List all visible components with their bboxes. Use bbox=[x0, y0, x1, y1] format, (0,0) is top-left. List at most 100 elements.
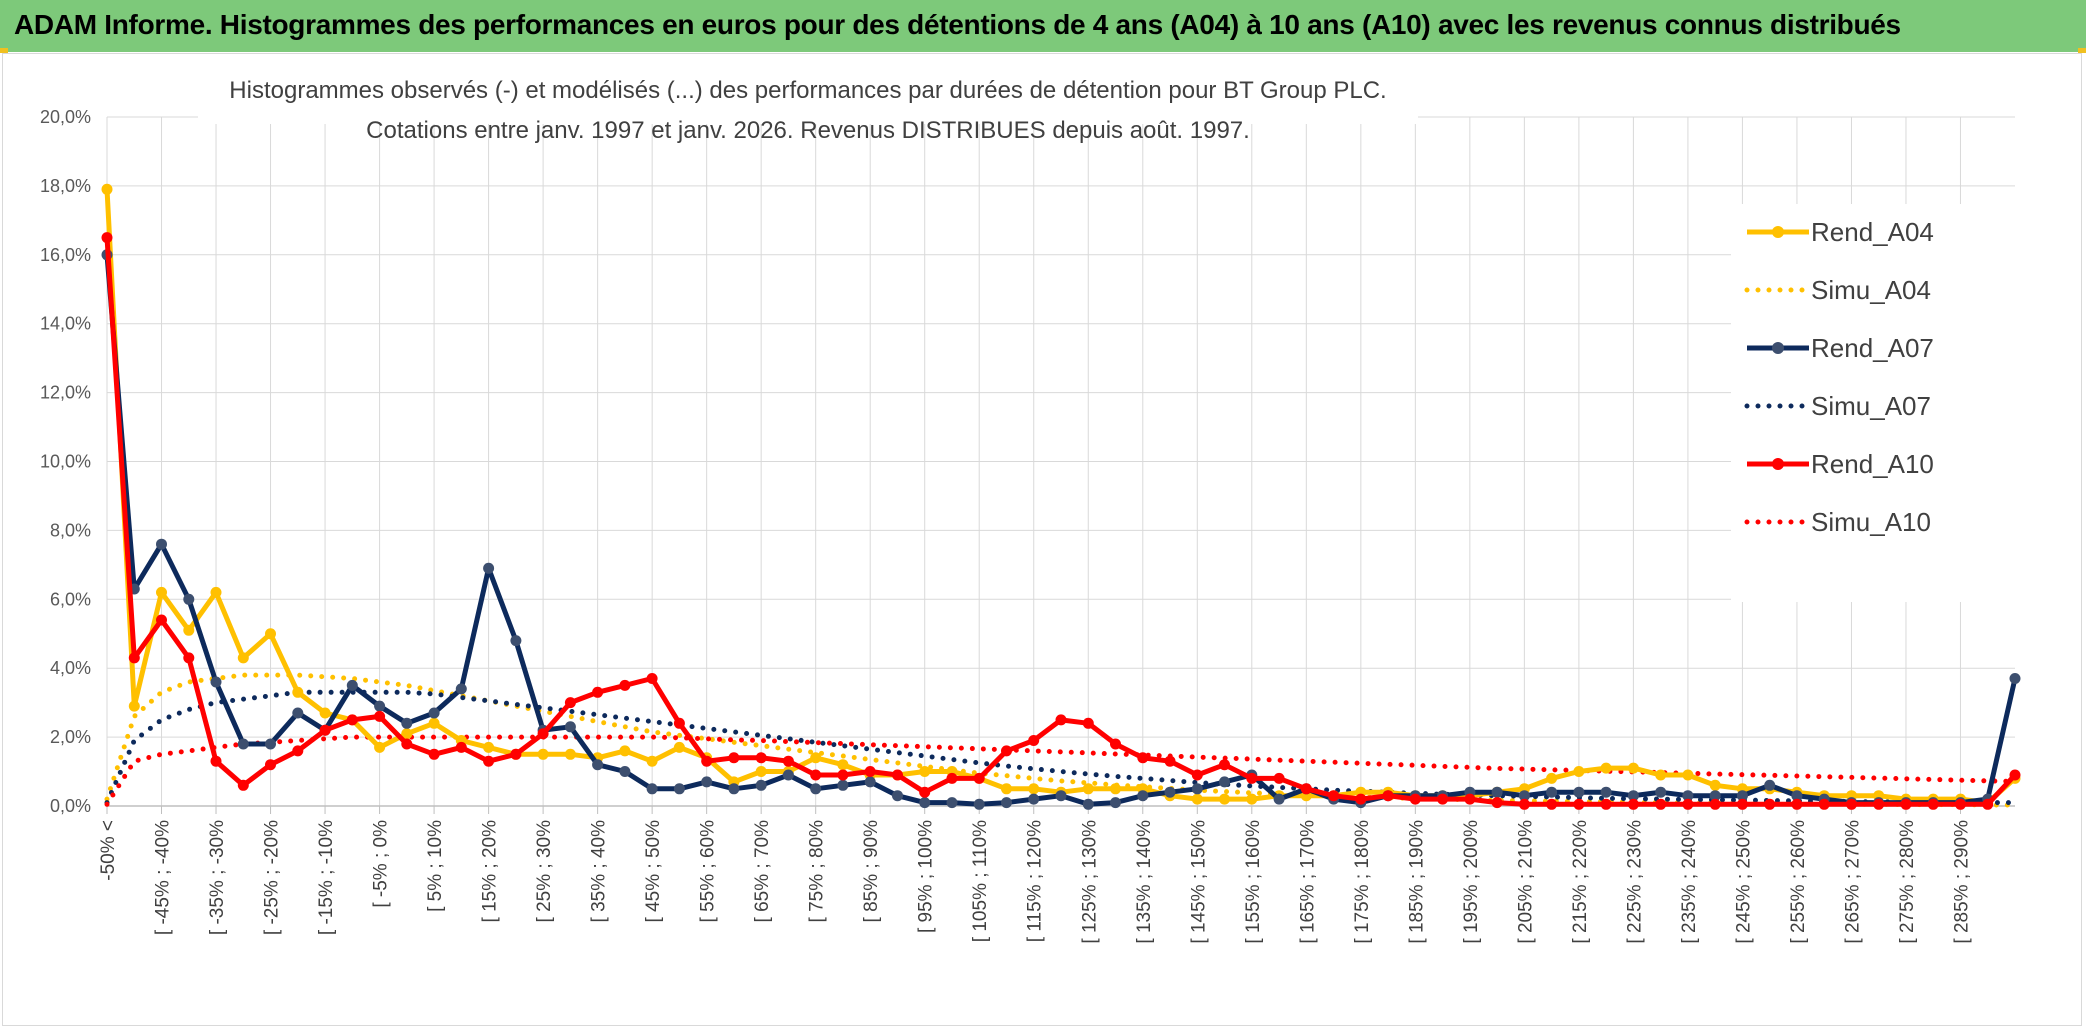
data-point-rend-a10 bbox=[892, 769, 903, 781]
data-point-rend-a07 bbox=[1055, 790, 1067, 802]
y-tick-label: 4,0% bbox=[50, 658, 91, 678]
data-point-rend-a07 bbox=[673, 783, 685, 795]
data-point-rend-a07 bbox=[1001, 797, 1012, 809]
y-tick-label: 2,0% bbox=[50, 727, 91, 747]
grid-lines bbox=[106, 116, 2015, 807]
x-tick-label: [ -5% ; 0% bbox=[371, 820, 392, 908]
data-point-rend-a07 bbox=[374, 700, 386, 712]
data-point-rend-a10 bbox=[455, 741, 467, 753]
y-tick-label: 8,0% bbox=[50, 520, 91, 540]
x-tick-label: -50% < bbox=[98, 820, 119, 881]
y-tick-label: 16,0% bbox=[40, 245, 91, 265]
data-point-rend-a10 bbox=[1873, 798, 1885, 810]
data-point-rend-a10 bbox=[728, 752, 740, 764]
data-point-rend-a10 bbox=[510, 748, 522, 760]
data-point-rend-a10 bbox=[1682, 798, 1694, 810]
data-point-rend-a07 bbox=[782, 769, 794, 781]
x-tick-label: [ 125% ; 130% bbox=[1079, 820, 1100, 944]
data-point-rend-a10 bbox=[1900, 798, 1912, 810]
legend-label-rend-a07: Rend_A07 bbox=[1811, 333, 1934, 363]
data-point-rend-a07 bbox=[973, 798, 985, 810]
data-point-rend-a10 bbox=[237, 779, 249, 791]
x-tick-label: [ 95% ; 100% bbox=[916, 820, 937, 933]
data-point-rend-a04 bbox=[1573, 766, 1585, 777]
legend-marker-rend-a04 bbox=[1772, 226, 1784, 238]
data-point-rend-a07 bbox=[755, 779, 767, 791]
data-point-rend-a10 bbox=[483, 755, 495, 767]
data-point-rend-a04 bbox=[810, 752, 822, 764]
chart-title-line-2: Cotations entre janv. 1997 et janv. 2026… bbox=[366, 117, 1250, 144]
data-point-rend-a04 bbox=[564, 748, 576, 760]
y-tick-label: 6,0% bbox=[50, 589, 91, 609]
data-point-rend-a04 bbox=[673, 741, 685, 753]
data-point-rend-a07 bbox=[1682, 790, 1694, 802]
data-point-rend-a07 bbox=[837, 779, 849, 791]
data-point-rend-a04 bbox=[374, 741, 386, 753]
data-point-rend-a07 bbox=[455, 683, 467, 695]
data-point-rend-a04 bbox=[619, 745, 631, 757]
data-point-rend-a04 bbox=[837, 759, 849, 771]
data-point-rend-a10 bbox=[265, 759, 276, 771]
data-point-rend-a04 bbox=[1001, 783, 1012, 795]
data-point-rend-a04 bbox=[292, 686, 304, 698]
x-axis: -50% < [ -45% ; -40% [ -35% ; -30% [ -25% ;… bbox=[98, 805, 2015, 944]
data-point-rend-a04 bbox=[1709, 779, 1721, 791]
data-point-rend-a07 bbox=[1191, 783, 1203, 795]
data-point-rend-a07 bbox=[701, 776, 713, 788]
data-point-rend-a07 bbox=[401, 717, 413, 729]
data-point-rend-a07 bbox=[619, 766, 631, 777]
data-point-rend-a10 bbox=[1573, 798, 1585, 810]
data-point-rend-a04 bbox=[1627, 762, 1639, 774]
x-tick-label: [ -15% ; -10% bbox=[316, 820, 337, 935]
data-point-rend-a10 bbox=[919, 786, 931, 798]
x-tick-label: [ 205% ; 210% bbox=[1515, 820, 1536, 944]
performance-histogram-chart: 0,0% 2,0% 4,0% 6,0% 8,0% 10,0% 12,0% 14,0% 16,0%… bbox=[40, 56, 2021, 944]
data-point-rend-a07 bbox=[864, 776, 876, 788]
data-point-rend-a10 bbox=[346, 714, 358, 726]
data-point-rend-a04 bbox=[755, 766, 767, 777]
data-point-rend-a04 bbox=[1655, 769, 1667, 781]
data-point-rend-a10 bbox=[1600, 798, 1612, 810]
data-point-rend-a10 bbox=[1001, 745, 1012, 757]
data-point-rend-a04 bbox=[401, 728, 413, 740]
data-point-rend-a10 bbox=[156, 614, 167, 626]
data-point-rend-a10 bbox=[1110, 738, 1121, 750]
data-point-rend-a07 bbox=[1164, 786, 1176, 798]
data-point-rend-a10 bbox=[292, 745, 304, 757]
data-point-rend-a10 bbox=[128, 652, 140, 664]
data-point-rend-a07 bbox=[946, 797, 958, 809]
y-tick-label: 14,0% bbox=[40, 314, 91, 334]
data-point-rend-a10 bbox=[319, 724, 331, 736]
data-point-rend-a07 bbox=[510, 635, 522, 647]
data-point-rend-a04 bbox=[1082, 783, 1094, 795]
data-point-rend-a10 bbox=[1055, 714, 1067, 726]
x-tick-label: [ 155% ; 160% bbox=[1243, 820, 1264, 944]
data-point-rend-a10 bbox=[1627, 798, 1639, 810]
data-point-rend-a10 bbox=[564, 697, 576, 709]
data-point-rend-a10 bbox=[1409, 793, 1421, 805]
x-tick-label: [ 45% ; 50% bbox=[643, 820, 664, 923]
x-tick-label: [ 235% ; 240% bbox=[1679, 820, 1700, 944]
x-tick-label: [ 255% ; 260% bbox=[1788, 820, 1809, 944]
data-point-rend-a10 bbox=[837, 769, 849, 781]
data-point-rend-a04 bbox=[428, 717, 440, 729]
data-point-rend-a10 bbox=[782, 755, 794, 767]
data-point-rend-a10 bbox=[1546, 798, 1558, 810]
x-tick-label: [ 195% ; 200% bbox=[1461, 820, 1482, 944]
x-tick-label: [ 145% ; 150% bbox=[1188, 820, 1209, 944]
data-point-rend-a10 bbox=[1300, 783, 1312, 795]
x-tick-label: [ 55% ; 60% bbox=[698, 820, 719, 923]
series-line-rend-a04 bbox=[104, 189, 2017, 806]
y-tick-label: 20,0% bbox=[40, 107, 91, 127]
data-point-rend-a10 bbox=[101, 232, 113, 244]
data-point-rend-a04 bbox=[156, 586, 167, 598]
data-point-rend-a04 bbox=[183, 624, 195, 636]
data-point-rend-a07 bbox=[646, 783, 658, 795]
x-tick-label: [ 115% ; 120% bbox=[1025, 820, 1046, 942]
data-point-rend-a10 bbox=[1246, 772, 1258, 784]
x-tick-label: [ 135% ; 140% bbox=[1134, 820, 1155, 944]
y-tick-label: 18,0% bbox=[40, 176, 91, 196]
data-point-rend-a10 bbox=[1518, 798, 1530, 810]
data-point-rend-a10 bbox=[810, 769, 822, 781]
data-point-rend-a04 bbox=[1191, 793, 1203, 805]
